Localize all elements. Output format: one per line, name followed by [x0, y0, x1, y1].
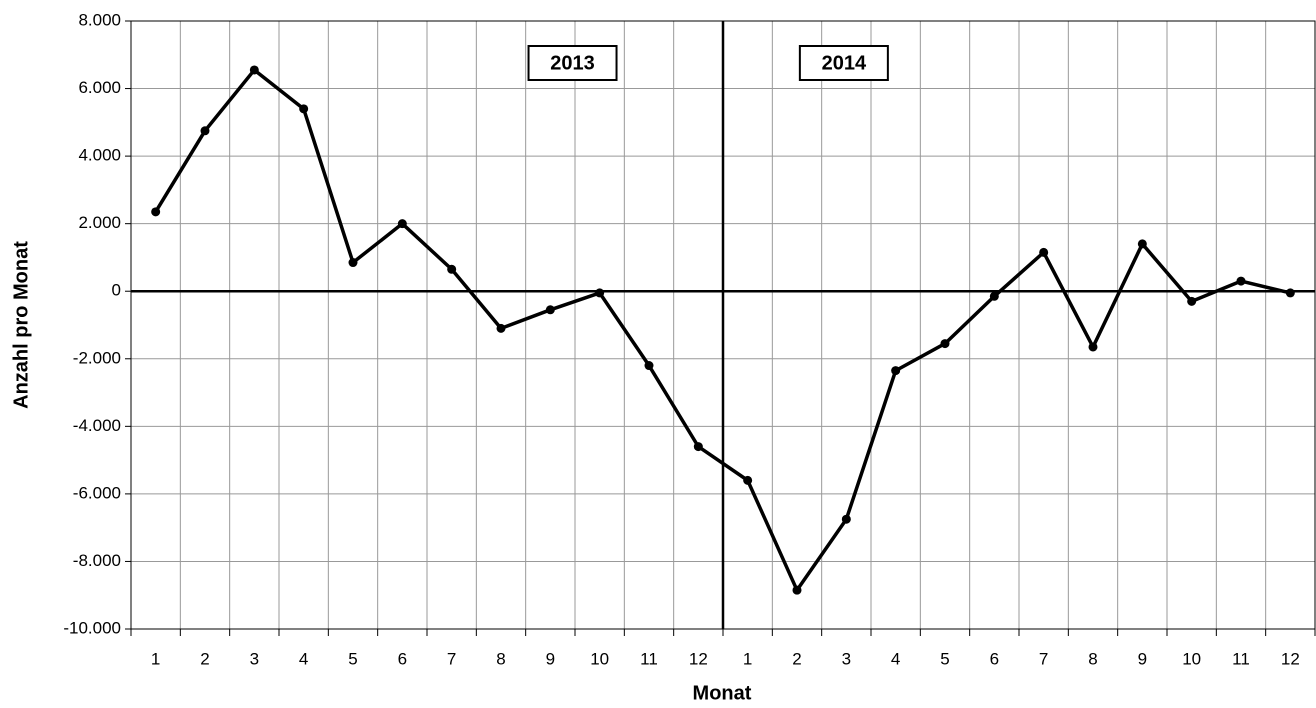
- x-tick-label: 1: [151, 649, 160, 668]
- x-tick-label: 5: [348, 649, 357, 668]
- point: [249, 65, 259, 75]
- x-tick-label: 8: [496, 649, 505, 668]
- line-series: [154, 68, 1291, 592]
- x-tick-label: 2: [792, 649, 801, 668]
- point: [1088, 342, 1098, 352]
- point: [1236, 276, 1246, 286]
- x-tick-label: 9: [1138, 649, 1147, 668]
- point: [940, 339, 950, 349]
- x-tick-label: 9: [546, 649, 555, 668]
- x-tick-label: 4: [891, 649, 900, 668]
- x-axis-label: Monat: [693, 682, 752, 704]
- point: [397, 219, 407, 229]
- x-tick-label: 12: [689, 649, 708, 668]
- x-tick-label: 10: [1182, 649, 1201, 668]
- x-tick-label: 1: [743, 649, 752, 668]
- x-tick-label: 3: [842, 649, 851, 668]
- y-tick-label: 8.000: [78, 10, 121, 29]
- point: [545, 305, 555, 315]
- x-tick-label: 11: [1232, 649, 1250, 668]
- annotation: 2013: [550, 52, 595, 74]
- point: [496, 323, 506, 333]
- y-tick-label: -6.000: [73, 483, 121, 502]
- y-tick-label: 2.000: [78, 213, 121, 232]
- x-tick-label: 3: [250, 649, 259, 668]
- x-tick-label: 6: [398, 649, 407, 668]
- x-tick-label: 12: [1281, 649, 1300, 668]
- point: [299, 104, 309, 114]
- point: [1039, 247, 1049, 257]
- annotation-box: [798, 45, 889, 81]
- point: [693, 442, 703, 452]
- point: [151, 207, 161, 217]
- point: [1137, 239, 1147, 249]
- y-tick-label: -8.000: [73, 551, 121, 570]
- y-axis-label: Anzahl pro Monat: [10, 241, 32, 409]
- point: [743, 475, 753, 485]
- point: [841, 514, 851, 524]
- y-tick-label: 0: [112, 281, 121, 300]
- point: [348, 258, 358, 268]
- x-tick-label: 5: [940, 649, 949, 668]
- x-tick-label: 7: [447, 649, 456, 668]
- point: [644, 361, 654, 371]
- point: [447, 264, 457, 274]
- y-tick-label: 6.000: [78, 78, 121, 97]
- point: [1285, 288, 1295, 298]
- x-tick-label: 2: [200, 649, 209, 668]
- y-tick-label: -4.000: [73, 416, 121, 435]
- point: [200, 126, 210, 136]
- point: [1187, 296, 1197, 306]
- y-tick-label: -2.000: [73, 348, 121, 367]
- x-tick-label: 10: [590, 649, 609, 668]
- x-tick-label: 8: [1088, 649, 1097, 668]
- x-tick-label: 7: [1039, 649, 1048, 668]
- point: [989, 291, 999, 301]
- point: [891, 366, 901, 376]
- x-tick-label: 4: [299, 649, 308, 668]
- point: [595, 288, 605, 298]
- annotation: 2014: [822, 52, 867, 74]
- y-tick-label: 4.000: [78, 146, 121, 165]
- x-tick-label: 11: [640, 649, 658, 668]
- y-tick-label: -10.000: [63, 618, 121, 637]
- annotation-box: [527, 45, 618, 81]
- point: [792, 585, 802, 595]
- x-tick-label: 6: [990, 649, 999, 668]
